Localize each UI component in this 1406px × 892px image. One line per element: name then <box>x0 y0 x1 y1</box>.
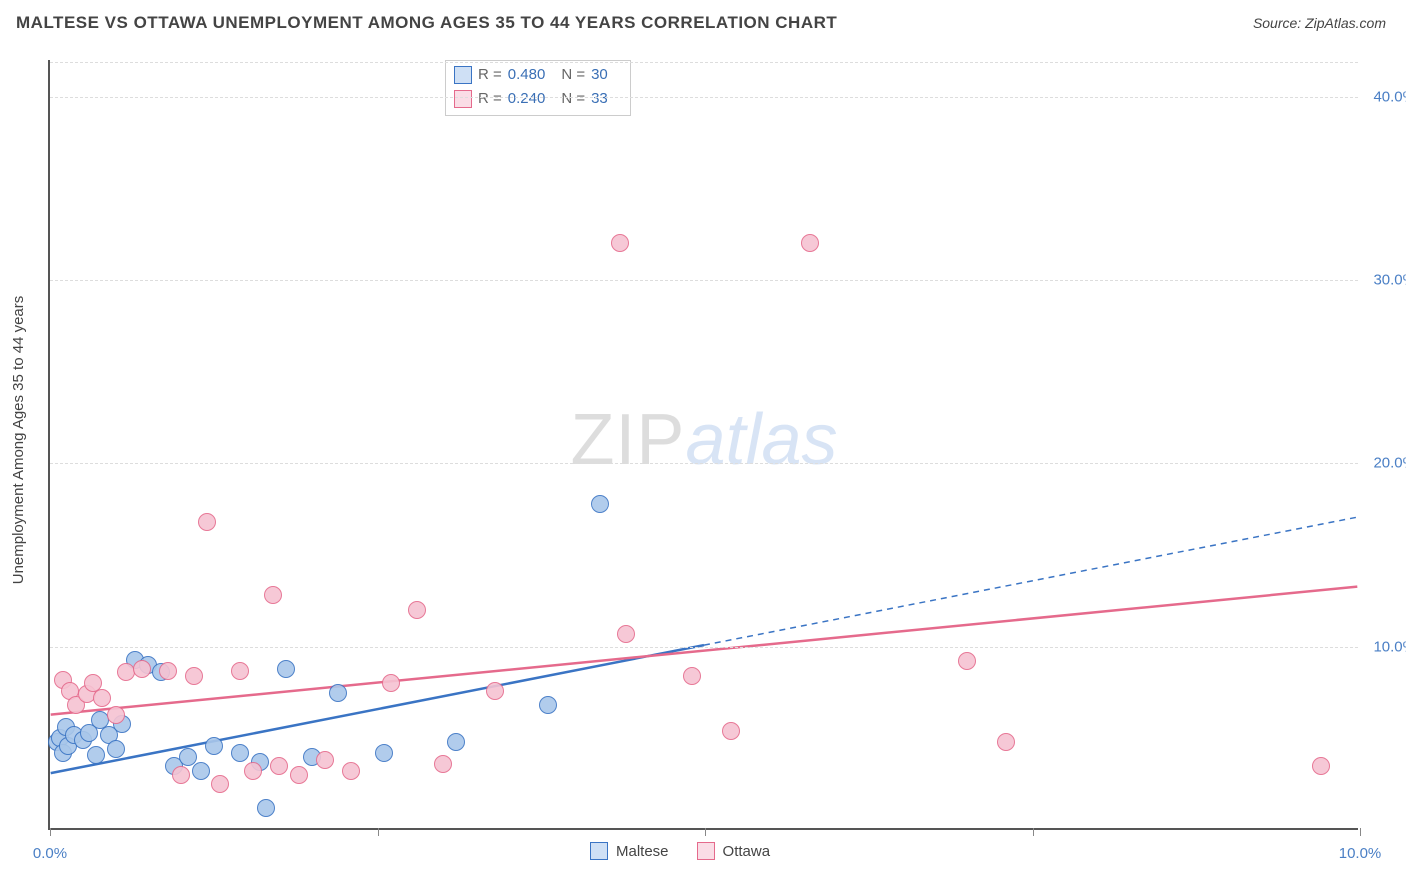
data-point <box>1312 757 1330 775</box>
stats-row: R =0.480 N =30 <box>454 63 618 87</box>
y-axis-label: Unemployment Among Ages 35 to 44 years <box>10 296 27 585</box>
y-tick-label: 40.0% <box>1360 88 1406 105</box>
x-tick <box>705 828 706 836</box>
data-point <box>539 696 557 714</box>
x-tick-label: 10.0% <box>1339 845 1382 862</box>
chart-source: Source: ZipAtlas.com <box>1253 15 1386 31</box>
data-point <box>375 744 393 762</box>
data-point <box>316 751 334 769</box>
trend-lines <box>50 60 1358 828</box>
legend-swatch <box>454 90 472 108</box>
watermark: ZIPatlas <box>570 399 837 481</box>
data-point <box>133 660 151 678</box>
watermark-atlas: atlas <box>685 400 837 480</box>
data-point <box>270 757 288 775</box>
gridline <box>50 647 1358 648</box>
series-legend: Maltese Ottawa <box>590 842 770 860</box>
data-point <box>192 762 210 780</box>
x-tick <box>378 828 379 836</box>
plot-area: ZIPatlas R =0.480N =30R =0.240N =33 Malt… <box>48 60 1358 830</box>
y-tick-label: 20.0% <box>1360 455 1406 472</box>
data-point <box>683 667 701 685</box>
data-point <box>447 733 465 751</box>
trend-line <box>51 587 1358 715</box>
data-point <box>231 744 249 762</box>
stat-n-label: N = <box>561 87 585 111</box>
data-point <box>107 740 125 758</box>
gridline <box>50 463 1358 464</box>
trend-line-dashed <box>704 517 1357 645</box>
data-point <box>801 234 819 252</box>
legend-item: Maltese <box>590 842 669 860</box>
data-point <box>486 682 504 700</box>
data-point <box>611 234 629 252</box>
data-point <box>264 586 282 604</box>
data-point <box>172 766 190 784</box>
data-point <box>617 625 635 643</box>
data-point <box>997 733 1015 751</box>
data-point <box>93 689 111 707</box>
legend-item: Ottawa <box>697 842 771 860</box>
data-point <box>107 706 125 724</box>
y-tick-label: 30.0% <box>1360 272 1406 289</box>
stat-n-label: N = <box>561 63 585 87</box>
stats-legend-box: R =0.480 N =30 R =0.240 N =33 <box>445 60 631 116</box>
data-point <box>958 652 976 670</box>
legend-swatch <box>590 842 608 860</box>
data-point <box>277 660 295 678</box>
stats-row: R =0.240 N =33 <box>454 87 618 111</box>
data-point <box>159 662 177 680</box>
data-point <box>205 737 223 755</box>
data-point <box>244 762 262 780</box>
gridline <box>50 280 1358 281</box>
x-tick <box>1033 828 1034 836</box>
chart-title: MALTESE VS OTTAWA UNEMPLOYMENT AMONG AGE… <box>16 13 837 33</box>
stat-r-label: R = <box>478 87 502 111</box>
data-point <box>342 762 360 780</box>
data-point <box>329 684 347 702</box>
stat-n-value: 30 <box>591 63 608 87</box>
data-point <box>198 513 216 531</box>
stat-r-value: 0.480 <box>508 63 546 87</box>
stat-r-value: 0.240 <box>508 87 546 111</box>
legend-swatch <box>697 842 715 860</box>
y-tick-label: 10.0% <box>1360 638 1406 655</box>
data-point <box>434 755 452 773</box>
x-tick <box>1360 828 1361 836</box>
chart-header: MALTESE VS OTTAWA UNEMPLOYMENT AMONG AGE… <box>0 0 1406 46</box>
stat-r-label: R = <box>478 63 502 87</box>
data-point <box>211 775 229 793</box>
x-tick-label: 0.0% <box>33 845 67 862</box>
data-point <box>231 662 249 680</box>
legend-swatch <box>454 66 472 84</box>
data-point <box>722 722 740 740</box>
stat-n-value: 33 <box>591 87 608 111</box>
legend-label: Maltese <box>616 843 669 860</box>
data-point <box>179 748 197 766</box>
legend-label: Ottawa <box>723 843 771 860</box>
data-point <box>382 674 400 692</box>
data-point <box>185 667 203 685</box>
data-point <box>290 766 308 784</box>
watermark-zip: ZIP <box>570 400 685 480</box>
gridline <box>50 97 1358 98</box>
data-point <box>591 495 609 513</box>
data-point <box>408 601 426 619</box>
data-point <box>87 746 105 764</box>
x-tick <box>50 828 51 836</box>
data-point <box>257 799 275 817</box>
gridline <box>50 62 1358 63</box>
